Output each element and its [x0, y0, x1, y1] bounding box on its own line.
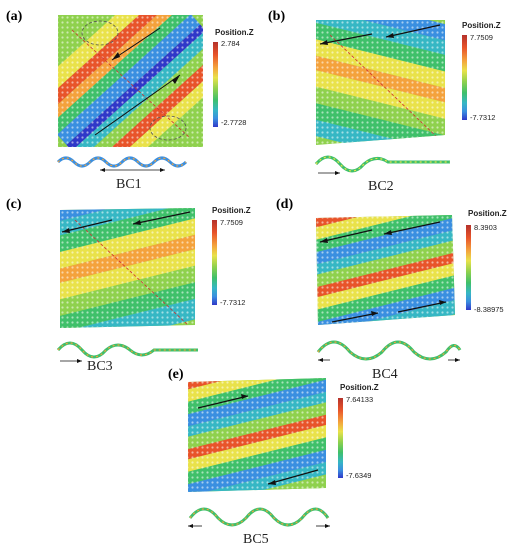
panel-label-c: (c)	[6, 197, 22, 212]
panel-c-scale-min: -7.7312	[220, 298, 245, 307]
panel-c-scale-max: 7.7509	[220, 218, 243, 227]
panel-e-sheet	[188, 378, 326, 492]
panel-a-colorbar	[213, 42, 218, 127]
panel-label-d: (d)	[276, 197, 293, 212]
panel-label-a: (a)	[6, 9, 23, 24]
panel-label-b: (b)	[268, 9, 285, 24]
panel-e-profile-wave	[188, 507, 330, 527]
panel-b-scale-max: 7.7509	[470, 33, 493, 42]
panel-d-colorbar	[466, 225, 471, 310]
panel-b-scale-title: Position.Z	[462, 21, 501, 30]
panel-c-scale-title: Position.Z	[212, 206, 251, 215]
panel-d-scale-min: -8.38975	[474, 305, 504, 314]
panel-b-scale-min: -7.7312	[470, 113, 495, 122]
panel-c-colorbar	[212, 220, 217, 305]
panel-e-scale-max: 7.64133	[346, 395, 373, 404]
panel-c-bc-label: BC3	[87, 359, 113, 374]
panel-b-sheet	[316, 20, 445, 145]
panel-a-scale-title: Position.Z	[215, 28, 254, 37]
panel-e-bc-label: BC5	[243, 532, 269, 547]
panel-d-scale-title: Position.Z	[468, 209, 507, 218]
panel-a-scale-min: -2.7728	[221, 118, 246, 127]
panel-b-bc-label: BC2	[368, 179, 394, 194]
panel-a-profile-wave	[56, 156, 188, 168]
panel-e-scale-min: -7.6349	[346, 471, 371, 480]
panel-c-profile-wave	[56, 341, 198, 359]
panel-d-bc-label: BC4	[372, 367, 398, 382]
panel-a-bc-label: BC1	[116, 177, 142, 192]
panel-d-scale-max: 8.3903	[474, 223, 497, 232]
panel-b-colorbar	[462, 35, 467, 120]
panel-e-scale-title: Position.Z	[340, 383, 379, 392]
panel-c-sheet	[60, 208, 195, 328]
panel-e-colorbar	[338, 398, 343, 478]
panel-b-profile-wave	[314, 155, 450, 173]
panel-label-e: (e)	[168, 367, 184, 382]
panel-d-sheet	[316, 215, 455, 325]
panel-a-sheet	[58, 15, 203, 147]
panel-a-scale-max: 2.784	[221, 39, 240, 48]
